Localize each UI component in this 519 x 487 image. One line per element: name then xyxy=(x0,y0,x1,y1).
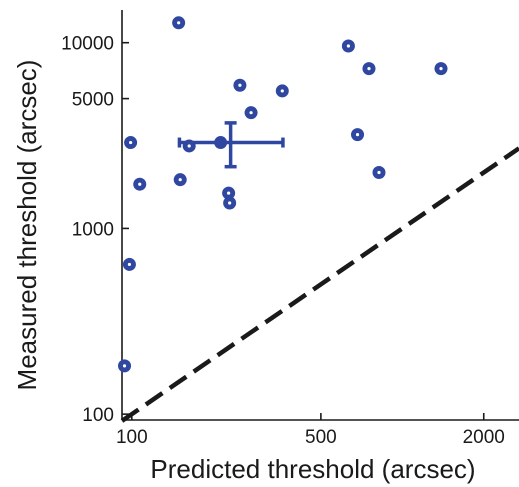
data-point-center xyxy=(439,67,443,71)
data-point-center xyxy=(127,262,132,267)
data-point-center xyxy=(178,178,182,182)
data-point-center xyxy=(238,83,242,87)
data-point-center xyxy=(367,67,371,71)
data-point-center xyxy=(280,89,284,93)
data-point-center xyxy=(187,144,191,148)
y-tick-label: 10000 xyxy=(61,34,114,55)
data-points xyxy=(118,16,448,373)
data-point-center xyxy=(377,170,381,175)
x-ticks: 100 500 2000 xyxy=(116,413,505,448)
y-tick-label: 100 xyxy=(82,405,114,426)
y-tick-label: 5000 xyxy=(72,90,114,111)
axes xyxy=(121,10,519,421)
data-point-center xyxy=(355,133,360,137)
data-point-center xyxy=(177,21,181,25)
data-point-center xyxy=(122,364,127,368)
data-point-center xyxy=(228,201,232,205)
data-point-center xyxy=(346,44,351,48)
y-tick-label: 1000 xyxy=(72,219,114,240)
error-bar-group xyxy=(177,121,285,169)
y-ticks: 100 1000 5000 10000 xyxy=(61,34,129,426)
y-axis-title: Measured threshold (arcsec) xyxy=(12,60,42,391)
x-tick-label: 500 xyxy=(305,427,337,448)
data-point-center xyxy=(227,191,231,195)
data-point-center xyxy=(249,111,253,115)
x-axis-title: Predicted threshold (arcsec) xyxy=(150,454,475,484)
mean-point xyxy=(214,136,228,150)
reference-line-group xyxy=(120,146,519,423)
x-tick-label: 2000 xyxy=(463,427,505,448)
reference-line xyxy=(120,146,519,423)
data-point-center xyxy=(129,140,133,145)
x-tick-label: 100 xyxy=(116,427,148,448)
data-point-center xyxy=(138,182,142,186)
